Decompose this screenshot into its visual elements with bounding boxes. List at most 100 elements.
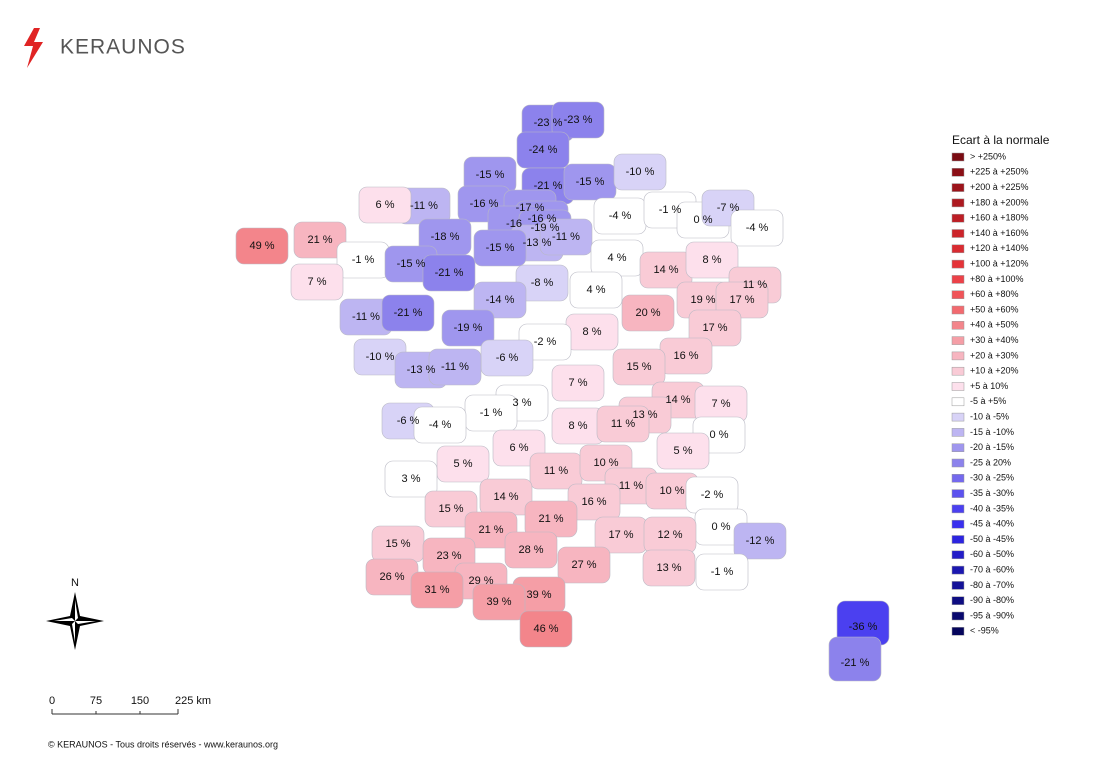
- department-label: 13 %: [656, 562, 681, 574]
- legend-label: +50 à +60%: [970, 304, 1019, 314]
- department-area: [688, 309, 742, 347]
- legend-label: -35 à -30%: [970, 488, 1014, 498]
- compass-star: [46, 592, 104, 650]
- legend-label: +40 à +50%: [970, 320, 1019, 330]
- department-label: 10 %: [659, 485, 684, 497]
- department-label: 4 %: [608, 252, 627, 264]
- legend-swatch: [951, 581, 965, 590]
- department-label: 3 %: [402, 473, 421, 485]
- legend-label: -20 à -15%: [970, 442, 1014, 452]
- department-label: -11 %: [410, 200, 438, 212]
- department-area: [410, 571, 464, 609]
- legend-label: -30 à -25%: [970, 473, 1014, 483]
- department-label: 8 %: [569, 420, 588, 432]
- department-label: 7 %: [569, 377, 588, 389]
- department-label: -19 %: [454, 322, 483, 334]
- department-label: 17 %: [729, 294, 754, 306]
- legend-label: +20 à +30%: [970, 350, 1019, 360]
- scale-label: 150: [131, 695, 149, 707]
- department-area: [642, 549, 696, 587]
- legend-label: -25 à 20%: [970, 457, 1011, 467]
- legend-label: -10 à -5%: [970, 411, 1009, 421]
- legend-swatch: [951, 290, 965, 299]
- department-label: 16 %: [581, 496, 606, 508]
- legend-swatch: [951, 519, 965, 529]
- legend-label: > +250%: [970, 151, 1006, 161]
- department-label: 39 %: [526, 589, 551, 601]
- legend-label: -15 à -10%: [970, 427, 1014, 437]
- department-area: [473, 229, 527, 267]
- department-label: -12 %: [746, 535, 775, 547]
- department-area: [381, 294, 435, 332]
- department-area: [539, 218, 593, 256]
- legend-swatch: [951, 397, 965, 407]
- department-label: -2 %: [534, 336, 557, 348]
- department-label: -13 %: [523, 237, 552, 249]
- department-label: 21 %: [478, 524, 503, 536]
- department-area: [235, 227, 289, 265]
- scale-label: 225 km: [175, 695, 211, 707]
- department-label: -15 %: [397, 258, 426, 270]
- legend-swatch: [951, 627, 965, 636]
- legend-swatch: [951, 366, 965, 376]
- department-area: [557, 546, 611, 584]
- department-label: -6 %: [496, 352, 519, 364]
- legend-label: +60 à +80%: [970, 289, 1019, 299]
- legend-swatch: [951, 259, 965, 269]
- department-label: 13 %: [632, 409, 657, 421]
- compass-north: N: [71, 577, 79, 589]
- department-area: [472, 583, 526, 621]
- department-area: [473, 281, 527, 319]
- department-label: -36 %: [849, 621, 878, 633]
- legend-label: < -95%: [970, 626, 999, 636]
- legend-swatch: [951, 443, 965, 452]
- department-label: -19 %: [531, 222, 560, 234]
- footer-copyright: © KERAUNOS - Tous droits réservés - www.…: [48, 739, 278, 749]
- department-area: [551, 364, 605, 402]
- department-label: 7 %: [308, 276, 327, 288]
- legend-label: -50 à -45%: [970, 534, 1014, 544]
- legend-swatch: [951, 275, 965, 284]
- department-label: -6 %: [397, 415, 420, 427]
- department-area: [685, 241, 739, 279]
- department-label: 15 %: [385, 538, 410, 550]
- department-label: -13 %: [407, 364, 436, 376]
- department-label: 6 %: [376, 199, 395, 211]
- department-label: 15 %: [626, 361, 651, 373]
- legend-swatch: [951, 168, 965, 177]
- department-area: [733, 522, 787, 560]
- department-label: 11 %: [544, 465, 568, 477]
- department-label: -1 %: [659, 204, 682, 216]
- legend-swatch: [951, 489, 965, 498]
- department-area: [436, 445, 490, 483]
- legend-swatch: [951, 596, 965, 605]
- legend-label: -95 à -90%: [970, 610, 1014, 620]
- department-area: [384, 460, 438, 498]
- department-label: 11 %: [611, 418, 635, 430]
- legend-swatch: [951, 550, 965, 560]
- legend-swatch: [951, 428, 965, 437]
- department-label: -14 %: [486, 294, 515, 306]
- department-label: -4 %: [609, 210, 632, 222]
- logo-text: KERAUNOS: [60, 36, 186, 59]
- department-area: [464, 511, 518, 549]
- department-label: -21 %: [435, 267, 464, 279]
- department-area: [596, 405, 650, 443]
- department-area: [290, 263, 344, 301]
- department-label: -11 %: [352, 311, 380, 323]
- department-label: -21 %: [534, 180, 563, 192]
- legend-label: +225 à +250%: [970, 167, 1029, 177]
- department-label: -8 %: [531, 277, 554, 289]
- department-area: [730, 209, 784, 247]
- department-label: -16: [506, 218, 522, 230]
- department-area: [293, 221, 347, 259]
- department-label: -18 %: [431, 231, 460, 243]
- legend-label: -40 à -35%: [970, 503, 1014, 513]
- legend-swatch: [951, 198, 965, 208]
- legend-label: +80 à +100%: [970, 274, 1024, 284]
- department-label: 26 %: [379, 571, 404, 583]
- department-area: [358, 186, 412, 224]
- department-area: [413, 406, 467, 444]
- scale-label: 75: [90, 695, 102, 707]
